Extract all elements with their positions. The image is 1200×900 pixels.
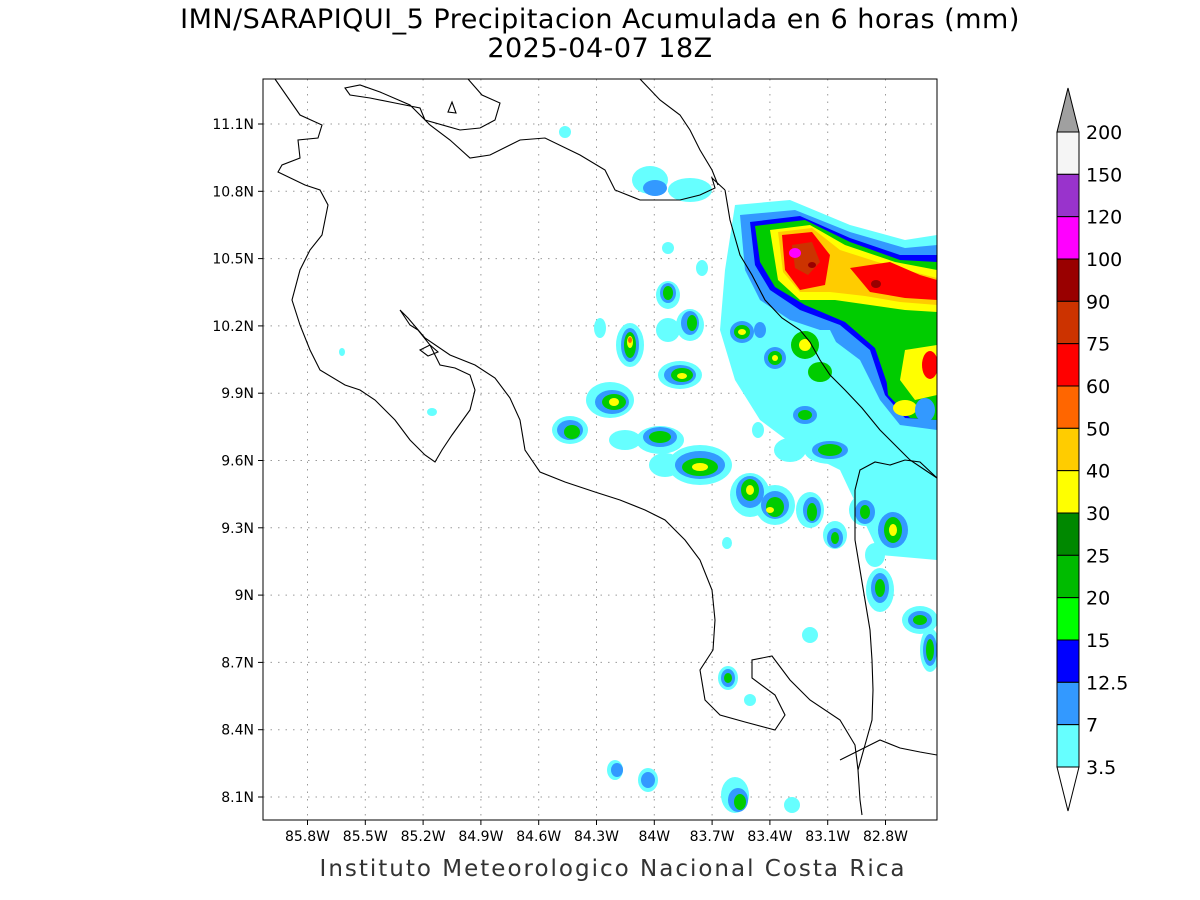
lon-tick-label: 84.6W — [516, 829, 561, 845]
colorbar-swatch — [1056, 724, 1080, 768]
lat-tick-label: 8.4N — [221, 723, 254, 739]
colorbar-label: 15 — [1086, 630, 1110, 652]
colorbar-swatch — [1056, 681, 1080, 726]
colorbar-swatch — [1056, 597, 1080, 641]
colorbar-swatch — [1056, 216, 1080, 260]
map-title: IMN/SARAPIQUI_5 Precipitacion Acumulada … — [180, 4, 1020, 35]
colorbar-label: 120 — [1086, 207, 1122, 229]
lon-tick-label: 84W — [638, 829, 670, 845]
lon-tick-label: 85.5W — [343, 829, 388, 845]
colorbar-bottom-triangle — [1056, 766, 1080, 812]
colorbar-label: 150 — [1086, 164, 1122, 186]
colorbar-swatch — [1056, 343, 1080, 387]
lat-tick-label: 9N — [235, 588, 254, 604]
lon-tick-label: 85.8W — [285, 829, 330, 845]
colorbar-label: 3.5 — [1086, 757, 1116, 779]
lat-tick-label: 8.7N — [221, 655, 254, 671]
colorbar-top-triangle — [1056, 87, 1080, 133]
colorbar-label: 30 — [1086, 503, 1110, 525]
colorbar-label: 90 — [1086, 291, 1110, 313]
precipitation-field — [339, 126, 937, 813]
map-frame — [262, 78, 938, 821]
colorbar-label: 20 — [1086, 588, 1110, 610]
lat-tick-label: 8.1N — [221, 790, 254, 806]
colorbar-legend: 200 150 120 100 90 75 60 50 40 30 25 20 15 12.5 7 3.5 — [1056, 87, 1128, 812]
colorbar-label: 200 — [1086, 122, 1122, 144]
colorbar-swatch — [1056, 470, 1080, 514]
coastline-outline — [274, 79, 937, 816]
colorbar-swatch — [1056, 173, 1080, 218]
lon-tick-label: 83.7W — [690, 829, 735, 845]
colorbar-swatch — [1056, 427, 1080, 472]
colorbar-label: 12.5 — [1086, 672, 1128, 694]
lat-tick-label: 10.2N — [212, 319, 254, 335]
colorbar-label: 60 — [1086, 376, 1110, 398]
precip-scattered-cells — [339, 126, 937, 813]
lon-tick-label: 83.4W — [747, 829, 792, 845]
colorbar-swatch — [1056, 512, 1080, 556]
lat-tick-label: 10.5N — [212, 252, 254, 268]
map-subtitle-datetime: 2025-04-07 18Z — [487, 33, 713, 64]
lon-tick-label: 84.9W — [458, 829, 503, 845]
credit-text: Instituto Meteorologico Nacional Costa R… — [319, 856, 907, 882]
colorbar-label: 100 — [1086, 249, 1122, 271]
lon-tick-label: 82.8W — [863, 829, 908, 845]
lat-tick-label: 9.6N — [221, 454, 254, 470]
colorbar-swatch — [1056, 258, 1080, 302]
colorbar-swatch — [1056, 554, 1080, 599]
latitude-axis: 11.1N 10.8N 10.5N 10.2N 9.9N 9.6N 9.3N 9N 8.7N 8.… — [212, 117, 263, 806]
colorbar-swatch — [1056, 300, 1080, 345]
colorbar-label: 75 — [1086, 334, 1110, 356]
colorbar-swatch — [1056, 639, 1080, 683]
lon-tick-label: 85.2W — [401, 829, 446, 845]
longitude-axis: 85.8W 85.5W 85.2W 84.9W 84.6W 84.3W 84W 83.7W 83… — [285, 820, 908, 845]
colorbar-swatch — [1056, 131, 1080, 175]
lon-tick-label: 83.1W — [805, 829, 850, 845]
colorbar-label: 50 — [1086, 418, 1110, 440]
precip-cell-northeast — [720, 200, 937, 560]
colorbar-label: 7 — [1086, 715, 1098, 737]
colorbar-label: 25 — [1086, 545, 1110, 567]
colorbar-swatch — [1056, 385, 1080, 429]
lon-tick-label: 84.3W — [574, 829, 619, 845]
lat-tick-label: 9.9N — [221, 386, 254, 402]
colorbar-label: 40 — [1086, 461, 1110, 483]
lat-tick-label: 9.3N — [221, 521, 254, 537]
lat-tick-label: 10.8N — [212, 184, 254, 200]
lat-tick-label: 11.1N — [212, 117, 254, 133]
